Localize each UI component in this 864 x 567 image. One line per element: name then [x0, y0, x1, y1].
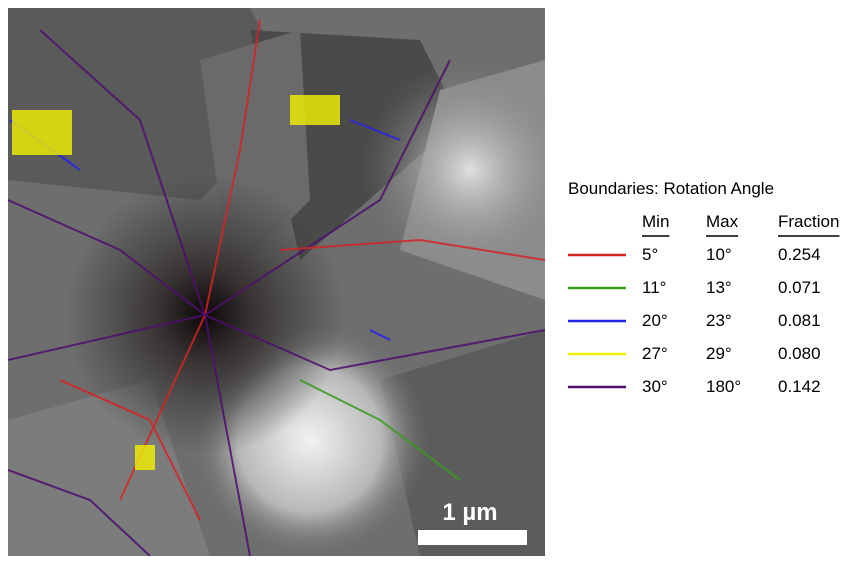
legend-fraction: 0.080 [778, 344, 821, 363]
figure: 1 µm Boundaries: Rotation Angle Min Max Fr… [0, 0, 864, 562]
legend-fraction: 0.142 [778, 377, 821, 396]
legend-title: Boundaries: Rotation Angle [568, 179, 774, 198]
legend-min: 20° [642, 311, 668, 330]
scale-bar [418, 530, 527, 545]
legend-max: 23° [706, 311, 732, 330]
micrograph [8, 8, 545, 556]
legend-min: 27° [642, 344, 668, 363]
scale-bar-label: 1 µm [442, 499, 497, 526]
legend-max: 29° [706, 344, 732, 363]
legend-max: 13° [706, 278, 732, 297]
legend-min: 30° [642, 377, 668, 396]
legend-min: 5° [642, 245, 658, 264]
legend-fraction: 0.071 [778, 278, 821, 297]
legend-max: 180° [706, 377, 741, 396]
legend-fraction: 0.081 [778, 311, 821, 330]
legend-fraction: 0.254 [778, 245, 821, 264]
legend-max: 10° [706, 245, 732, 264]
legend-min: 11° [642, 278, 666, 297]
legend-header: Fraction [778, 212, 839, 231]
legend-header: Max [706, 212, 739, 231]
legend: Min Max Fraction 5° 10° 0.254 11° 13° 0.071 20° 23… [568, 212, 839, 396]
legend-header: Min [642, 212, 669, 231]
